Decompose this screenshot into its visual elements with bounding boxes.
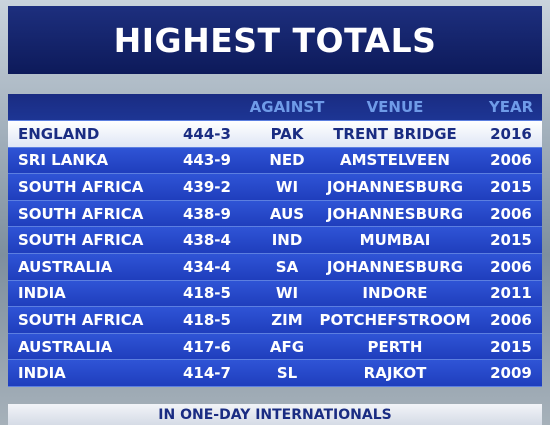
table-row: SOUTH AFRICA 438-9 AUS JOHANNESBURG 2006 — [8, 200, 542, 228]
table-cell: 2009 — [490, 364, 532, 383]
table-cell: 2016 — [490, 124, 532, 143]
table-row: INDIA 414-7 SL RAJKOT 2009 — [8, 360, 542, 387]
header-row: AGAINST VENUE YEAR — [8, 94, 542, 121]
table-cell: 2015 — [490, 337, 532, 356]
table-cell: INDORE — [362, 284, 428, 303]
table-row: SRI LANKA 443-9 NED AMSTELVEEN 2006 — [8, 147, 542, 175]
table-row: INDIA 418-5 WI INDORE 2011 — [8, 280, 542, 308]
table-row: AUSTRALIA 434-4 SA JOHANNESBURG 2006 — [8, 253, 542, 281]
header-cell: VENUE — [366, 98, 424, 116]
table-cell: 444-3 — [183, 124, 231, 143]
table-cell: SRI LANKA — [18, 151, 109, 170]
table-cell: PERTH — [367, 337, 423, 356]
table-cell: INDIA — [18, 284, 66, 303]
table-cell: SOUTH AFRICA — [18, 231, 144, 250]
table-cell: TRENT BRIDGE — [333, 124, 457, 143]
table-cell: SOUTH AFRICA — [18, 204, 144, 223]
table-cell: IND — [271, 231, 303, 250]
table-cell: 2006 — [490, 257, 532, 276]
table-cell: 2015 — [490, 231, 532, 250]
table-row: SOUTH AFRICA 418-5 ZIM POTCHEFSTROOM 2006 — [8, 307, 542, 334]
table-cell: 2011 — [490, 284, 532, 303]
table-cell: MUMBAI — [359, 231, 431, 250]
table-cell: AMSTELVEEN — [340, 151, 450, 170]
table: AGAINST VENUE YEAR ENGLAND 444-3 PAK TRENT BRI… — [8, 94, 542, 387]
table-cell: WI — [275, 284, 299, 303]
table-cell: SA — [275, 257, 299, 276]
table-cell: AFG — [269, 337, 305, 356]
table-cell: 418-5 — [183, 284, 231, 303]
table-cell: INDIA — [18, 364, 66, 383]
header-cell: AGAINST — [249, 98, 325, 116]
table-cell: JOHANNESBURG — [326, 204, 464, 223]
table-cell: 417-6 — [183, 337, 231, 356]
table-cell: ZIM — [271, 310, 303, 329]
table-cell: JOHANNESBURG — [326, 257, 464, 276]
table-cell: 2015 — [490, 177, 532, 196]
table-cell: 438-4 — [183, 231, 231, 250]
table-cell: JOHANNESBURG — [326, 177, 464, 196]
table-cell: 434-4 — [183, 257, 231, 276]
table-cell: SL — [276, 364, 298, 383]
table-cell: ENGLAND — [18, 124, 100, 143]
table-cell: AUSTRALIA — [18, 337, 113, 356]
table-cell: 2006 — [490, 310, 532, 329]
table-row: SOUTH AFRICA 439-2 WI JOHANNESBURG 2015 — [8, 174, 542, 201]
table-cell: POTCHEFSTROOM — [319, 310, 471, 329]
table-cell: 2006 — [490, 151, 532, 170]
table-cell: 443-9 — [183, 151, 231, 170]
table-row: ENGLAND 444-3 PAK TRENT BRIDGE 2016 — [8, 121, 542, 148]
table-cell: 414-7 — [183, 364, 231, 383]
footer: IN ONE-DAY INTERNATIONALS — [8, 404, 542, 425]
table-cell: 2006 — [490, 204, 532, 223]
title: HIGHEST TOTALS — [8, 6, 542, 74]
table-row: AUSTRALIA 417-6 AFG PERTH 2015 — [8, 333, 542, 361]
table-row: SOUTH AFRICA 438-4 IND MUMBAI 2015 — [8, 227, 542, 254]
table-cell: SOUTH AFRICA — [18, 310, 144, 329]
table-cell: WI — [275, 177, 299, 196]
header-cell: YEAR — [488, 98, 534, 116]
table-cell: NED — [269, 151, 305, 170]
table-cell: PAK — [270, 124, 304, 143]
table-cell: 418-5 — [183, 310, 231, 329]
table-cell: AUSTRALIA — [18, 257, 113, 276]
table-cell: 439-2 — [183, 177, 231, 196]
table-cell: AUS — [269, 204, 305, 223]
table-cell: SOUTH AFRICA — [18, 177, 144, 196]
table-cell: 438-9 — [183, 204, 231, 223]
table-cell: RAJKOT — [363, 364, 427, 383]
